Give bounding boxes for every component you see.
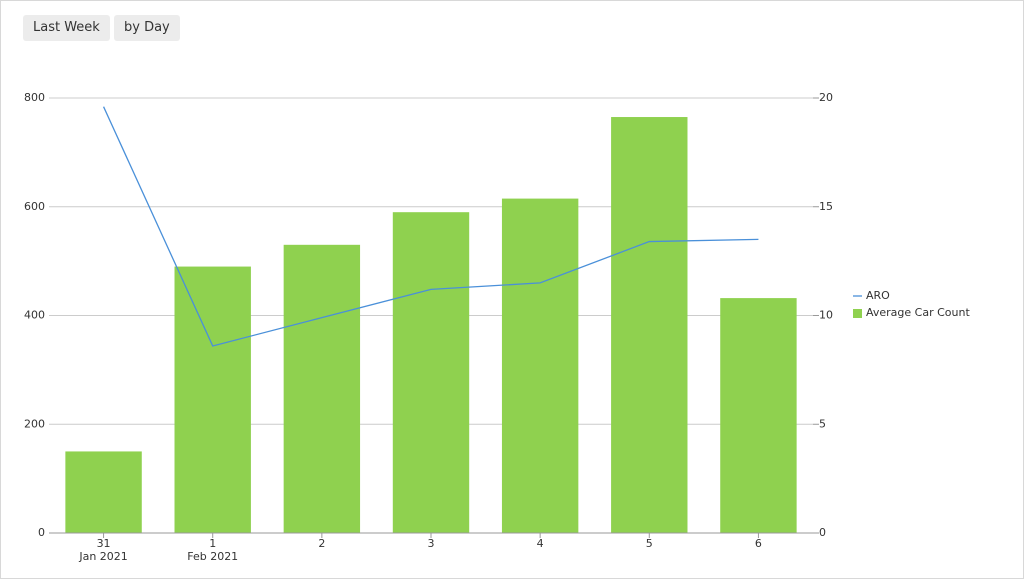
x-tick-label: 2 (318, 537, 325, 550)
legend-swatch (853, 309, 862, 318)
bar (174, 266, 251, 533)
y-tick-label: 600 (24, 200, 45, 213)
bar (501, 198, 579, 533)
y2-tick-label: 15 (819, 200, 833, 213)
x-tick-label: 4 (537, 537, 544, 550)
x-tick-label: 31 (97, 537, 111, 550)
y-tick-label: 200 (24, 417, 45, 430)
x-tick-sublabel: Feb 2021 (187, 550, 238, 563)
x-tick-sublabel: Jan 2021 (78, 550, 127, 563)
legend-label: Average Car Count (866, 306, 970, 319)
x-tick-label: 3 (428, 537, 435, 550)
y-tick-label: 800 (24, 91, 45, 104)
bar (65, 451, 142, 533)
granularity-button[interactable]: by Day (114, 15, 180, 41)
y2-tick-label: 10 (819, 309, 833, 322)
period-button[interactable]: Last Week (23, 15, 110, 41)
bar (611, 117, 688, 533)
bar (720, 298, 797, 533)
legend-label: ARO (866, 289, 890, 302)
y-tick-label: 0 (38, 526, 45, 539)
bar (283, 244, 361, 533)
y2-tick-label: 0 (819, 526, 826, 539)
x-tick-label: 1 (209, 537, 216, 550)
y2-tick-label: 20 (819, 91, 833, 104)
y-tick-label: 400 (24, 309, 45, 322)
x-tick-label: 6 (755, 537, 762, 550)
line (102, 106, 759, 347)
x-tick-label: 5 (646, 537, 653, 550)
y2-tick-label: 5 (819, 417, 826, 430)
bar (392, 212, 470, 533)
